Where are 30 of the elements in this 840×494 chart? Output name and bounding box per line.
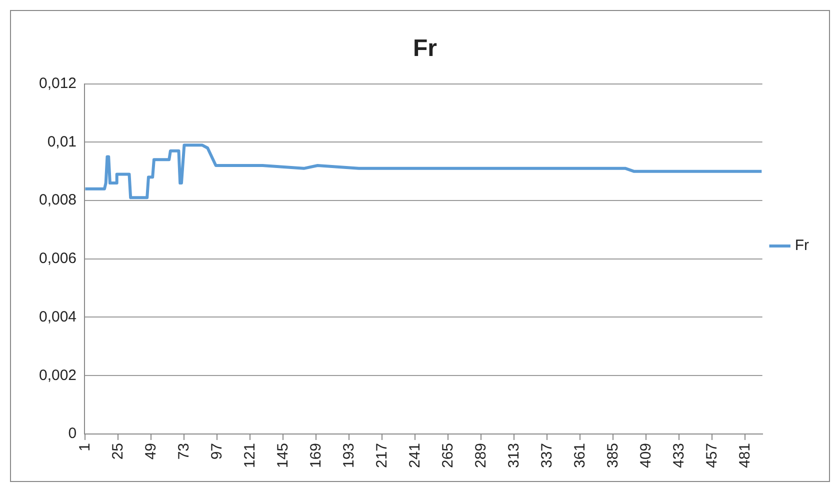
y-tick-label: 0,004 <box>38 308 77 326</box>
legend-label: Fr <box>794 237 810 254</box>
x-tick-label: 265 <box>439 442 456 468</box>
x-tick-label: 385 <box>604 442 622 468</box>
x-tick-label: 481 <box>736 442 754 468</box>
x-tick-label: 457 <box>703 442 720 468</box>
x-tick-label: 193 <box>340 442 358 468</box>
x-tick-label: 313 <box>505 442 522 468</box>
y-tick-label: 0,008 <box>38 192 77 209</box>
x-tick-label: 121 <box>241 442 258 468</box>
y-tick-label: 0,006 <box>38 250 77 268</box>
x-tick-label: 361 <box>571 442 588 468</box>
x-tick-label: 49 <box>142 442 160 460</box>
chart-title: Fr <box>413 35 437 62</box>
x-tick-label: 433 <box>670 442 688 468</box>
x-tick-label: 1 <box>76 442 94 452</box>
x-tick-label: 337 <box>538 442 556 468</box>
x-tick-label: 169 <box>307 442 324 468</box>
x-tick-label: 73 <box>175 442 192 460</box>
y-tick-label: 0 <box>68 425 77 442</box>
x-tick-label: 145 <box>274 442 292 468</box>
x-tick-label: 97 <box>208 442 226 460</box>
y-tick-label: 0,012 <box>38 74 77 92</box>
x-tick-label: 25 <box>109 442 126 460</box>
y-tick-label: 0,002 <box>38 366 77 384</box>
x-tick-label: 241 <box>406 442 424 468</box>
x-tick-label: 409 <box>637 442 654 468</box>
x-tick-label: 289 <box>472 442 490 468</box>
y-tick-label: 0,01 <box>47 133 77 150</box>
x-tick-label: 217 <box>373 442 390 468</box>
